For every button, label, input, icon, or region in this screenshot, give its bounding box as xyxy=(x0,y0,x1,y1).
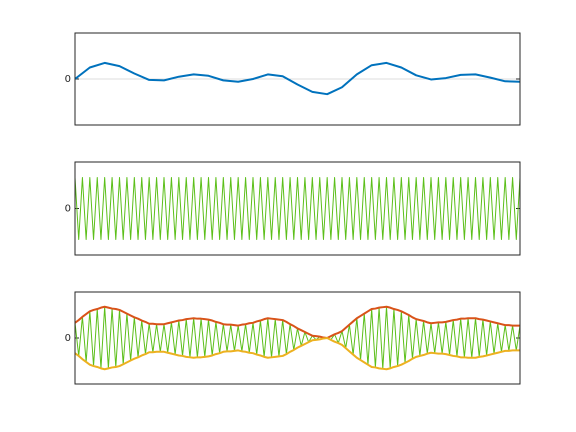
y-tick-label: 0 xyxy=(65,204,71,215)
line-series xyxy=(75,305,520,339)
line-series xyxy=(75,177,520,240)
axes: 0 xyxy=(65,161,521,256)
line-series xyxy=(75,337,520,371)
axes: 0 xyxy=(65,32,521,126)
y-tick-label: 0 xyxy=(65,333,71,344)
axes-box xyxy=(74,32,521,126)
y-tick-label: 0 xyxy=(65,74,71,85)
axes: 0 xyxy=(65,291,521,385)
axes-box xyxy=(74,161,521,256)
line-series xyxy=(75,61,520,96)
axes-box xyxy=(74,291,521,385)
